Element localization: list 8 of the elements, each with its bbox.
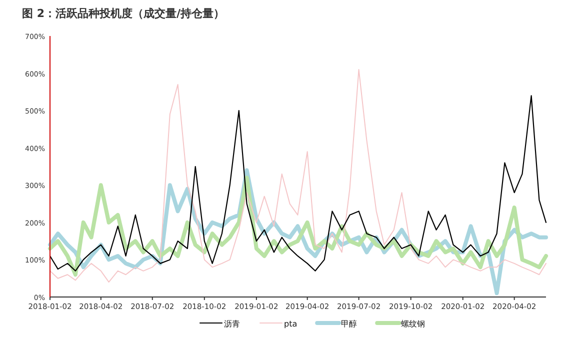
line-series xyxy=(49,95,547,272)
legend-label: 甲醇 xyxy=(341,320,358,328)
line-series xyxy=(50,69,546,283)
legend-label: pta xyxy=(284,320,298,328)
line-series xyxy=(48,176,548,277)
chart-title: 图 2：活跃品种投机度（成交量/持仓量） xyxy=(22,7,225,20)
legend-label: 沥青 xyxy=(224,320,240,328)
legend-label: 螺纹钢 xyxy=(401,320,426,328)
